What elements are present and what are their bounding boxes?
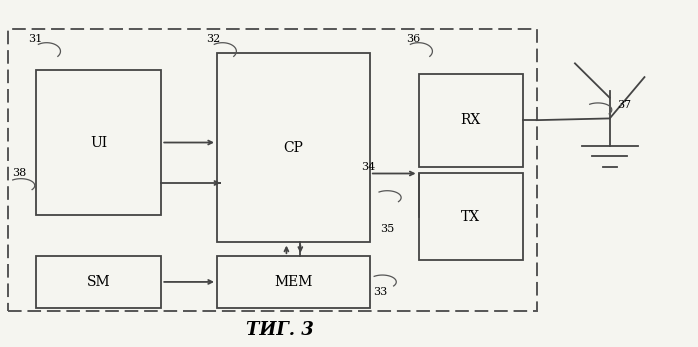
Bar [36, 256, 161, 308]
Text: 35: 35 [380, 223, 394, 234]
Text: 32: 32 [207, 34, 221, 44]
Bar [217, 256, 370, 308]
Text: 34: 34 [362, 162, 376, 172]
Bar [217, 53, 370, 242]
Text: 31: 31 [28, 34, 42, 44]
Text: 36: 36 [406, 34, 420, 44]
Text: CP: CP [283, 141, 304, 155]
Text: RX: RX [461, 113, 481, 127]
Bar [419, 74, 523, 167]
Text: 37: 37 [616, 100, 631, 110]
Bar [419, 174, 523, 260]
Text: SM: SM [87, 275, 110, 289]
Bar [36, 70, 161, 215]
Text: ΤИГ. 3: ΤИГ. 3 [246, 321, 313, 339]
Text: 38: 38 [12, 169, 26, 178]
Bar [8, 29, 537, 311]
Text: 33: 33 [373, 287, 387, 297]
Text: MEM: MEM [274, 275, 313, 289]
Text: TX: TX [461, 210, 480, 223]
Text: UI: UI [90, 136, 107, 150]
